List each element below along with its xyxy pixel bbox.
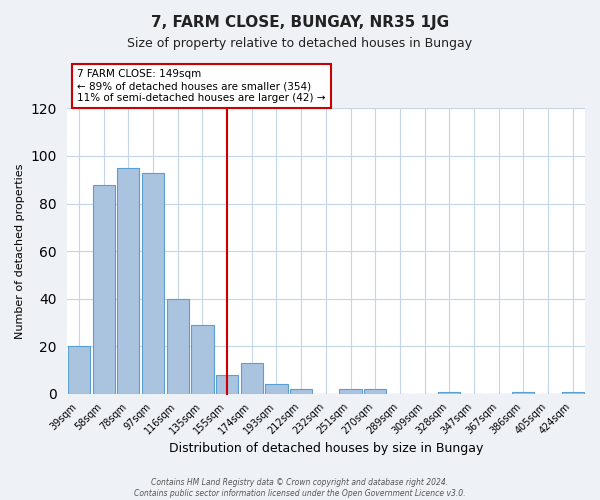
Bar: [438, 392, 460, 394]
Text: Size of property relative to detached houses in Bungay: Size of property relative to detached ho…: [127, 38, 473, 51]
Bar: [340, 389, 362, 394]
Bar: [92, 184, 115, 394]
Bar: [68, 346, 90, 394]
Bar: [241, 363, 263, 394]
Bar: [117, 168, 139, 394]
Bar: [562, 392, 584, 394]
Text: 7 FARM CLOSE: 149sqm
← 89% of detached houses are smaller (354)
11% of semi-deta: 7 FARM CLOSE: 149sqm ← 89% of detached h…: [77, 70, 326, 102]
Bar: [142, 172, 164, 394]
Bar: [364, 389, 386, 394]
Bar: [290, 389, 312, 394]
Bar: [512, 392, 535, 394]
Bar: [216, 375, 238, 394]
Bar: [167, 298, 189, 394]
Y-axis label: Number of detached properties: Number of detached properties: [15, 164, 25, 339]
Bar: [191, 325, 214, 394]
Bar: [265, 384, 287, 394]
Text: Contains HM Land Registry data © Crown copyright and database right 2024.
Contai: Contains HM Land Registry data © Crown c…: [134, 478, 466, 498]
Text: 7, FARM CLOSE, BUNGAY, NR35 1JG: 7, FARM CLOSE, BUNGAY, NR35 1JG: [151, 15, 449, 30]
X-axis label: Distribution of detached houses by size in Bungay: Distribution of detached houses by size …: [169, 442, 483, 455]
